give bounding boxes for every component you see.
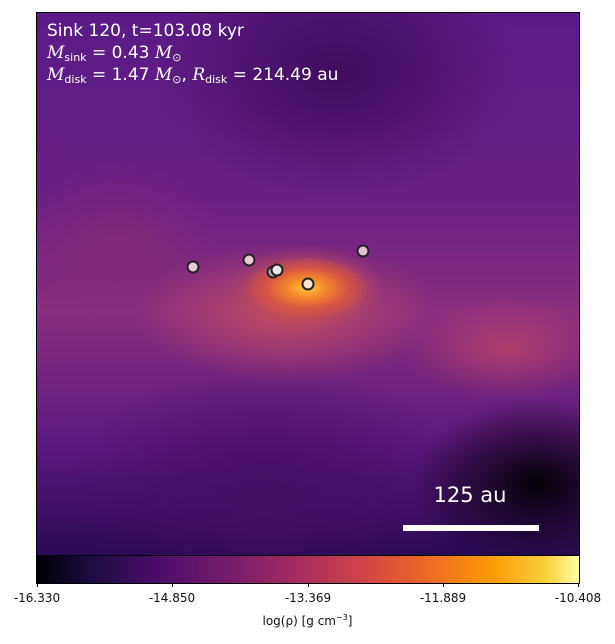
- colorbar-tick: [172, 583, 173, 587]
- sink-marker: [186, 260, 200, 274]
- density-map-panel: Sink 120, t=103.08 kyr Msink = 0.43 M⊙ M…: [36, 12, 580, 556]
- sink-marker: [301, 277, 315, 291]
- sink-mass-label: Msink = 0.43 M⊙: [47, 43, 182, 64]
- disk-mass-radius-label: Mdisk = 1.47 M⊙, Rdisk = 214.49 au: [47, 65, 339, 86]
- scale-bar-label: 125 au: [433, 483, 507, 507]
- colorbar-tick-label: -10.408: [554, 591, 602, 605]
- colorbar-tick: [308, 583, 309, 587]
- colorbar-label: log(ρ) [g cm−3]: [262, 613, 353, 628]
- scale-bar: [403, 525, 539, 531]
- colorbar-tick-label: -14.850: [148, 591, 196, 605]
- colorbar-tick: [443, 583, 444, 587]
- colorbar-tick: [37, 583, 38, 587]
- colorbar-tick: [578, 583, 579, 587]
- colorbar-tick-label: -11.889: [419, 591, 467, 605]
- sink-title: Sink 120, t=103.08 kyr: [47, 21, 244, 41]
- sink-marker: [356, 244, 370, 258]
- colorbar-tick-label: -16.330: [13, 591, 61, 605]
- sink-marker: [242, 253, 256, 267]
- colorbar-tick-label: -13.369: [284, 591, 332, 605]
- sink-marker: [270, 263, 284, 277]
- colorbar: [36, 555, 580, 584]
